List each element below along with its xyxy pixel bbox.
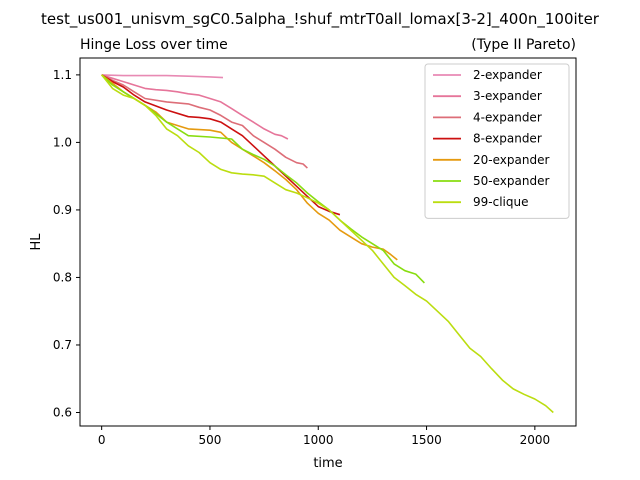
legend-label: 3-expander [473,89,542,103]
x-axis-label: time [313,456,342,471]
legend-label: 8-expander [473,132,542,146]
series-lines [101,74,554,414]
y-tick-label: 1.0 [53,135,72,149]
x-tick-label: 0 [98,433,106,447]
series-line-50-expander [101,74,425,284]
y-axis: 0.6 0.7 0.8 0.9 1.0 1.1 [53,68,80,419]
legend-label: 99-clique [473,195,528,209]
series-line-4-expander [101,74,308,169]
series-line-3-expander [101,74,289,140]
chart-subtitle: (Type II Pareto) [471,37,576,53]
x-tick-label: 500 [199,433,222,447]
y-tick-label: 0.6 [53,405,72,419]
series-line-8-expander [101,74,341,216]
legend-label: 50-expander [473,174,549,188]
y-tick-label: 0.7 [53,338,72,352]
chart-title: Hinge Loss over time [80,37,228,53]
axes-frame [79,57,577,427]
series-line-99-clique [101,74,554,414]
x-tick-label: 2000 [520,433,551,447]
figure-suptitle: test_us001_unisvm_sgC0.5alpha_!shuf_mtrT… [41,10,600,29]
legend-label: 4-expander [473,110,542,124]
series-line-2-expander [101,74,224,79]
y-axis-label: HL [29,233,44,251]
x-tick-label: 1000 [303,433,334,447]
legend-box [424,63,570,219]
y-tick-label: 1.1 [53,68,72,82]
y-tick-label: 0.8 [53,270,72,284]
y-tick-label: 0.9 [53,203,72,217]
x-axis: 0 500 1000 1500 2000 [98,426,550,447]
x-tick-label: 1500 [411,433,442,447]
legend: 2-expander 3-expander 4-expander 8-expander… [424,63,570,219]
legend-label: 20-expander [473,153,549,167]
legend-label: 2-expander [473,68,542,82]
